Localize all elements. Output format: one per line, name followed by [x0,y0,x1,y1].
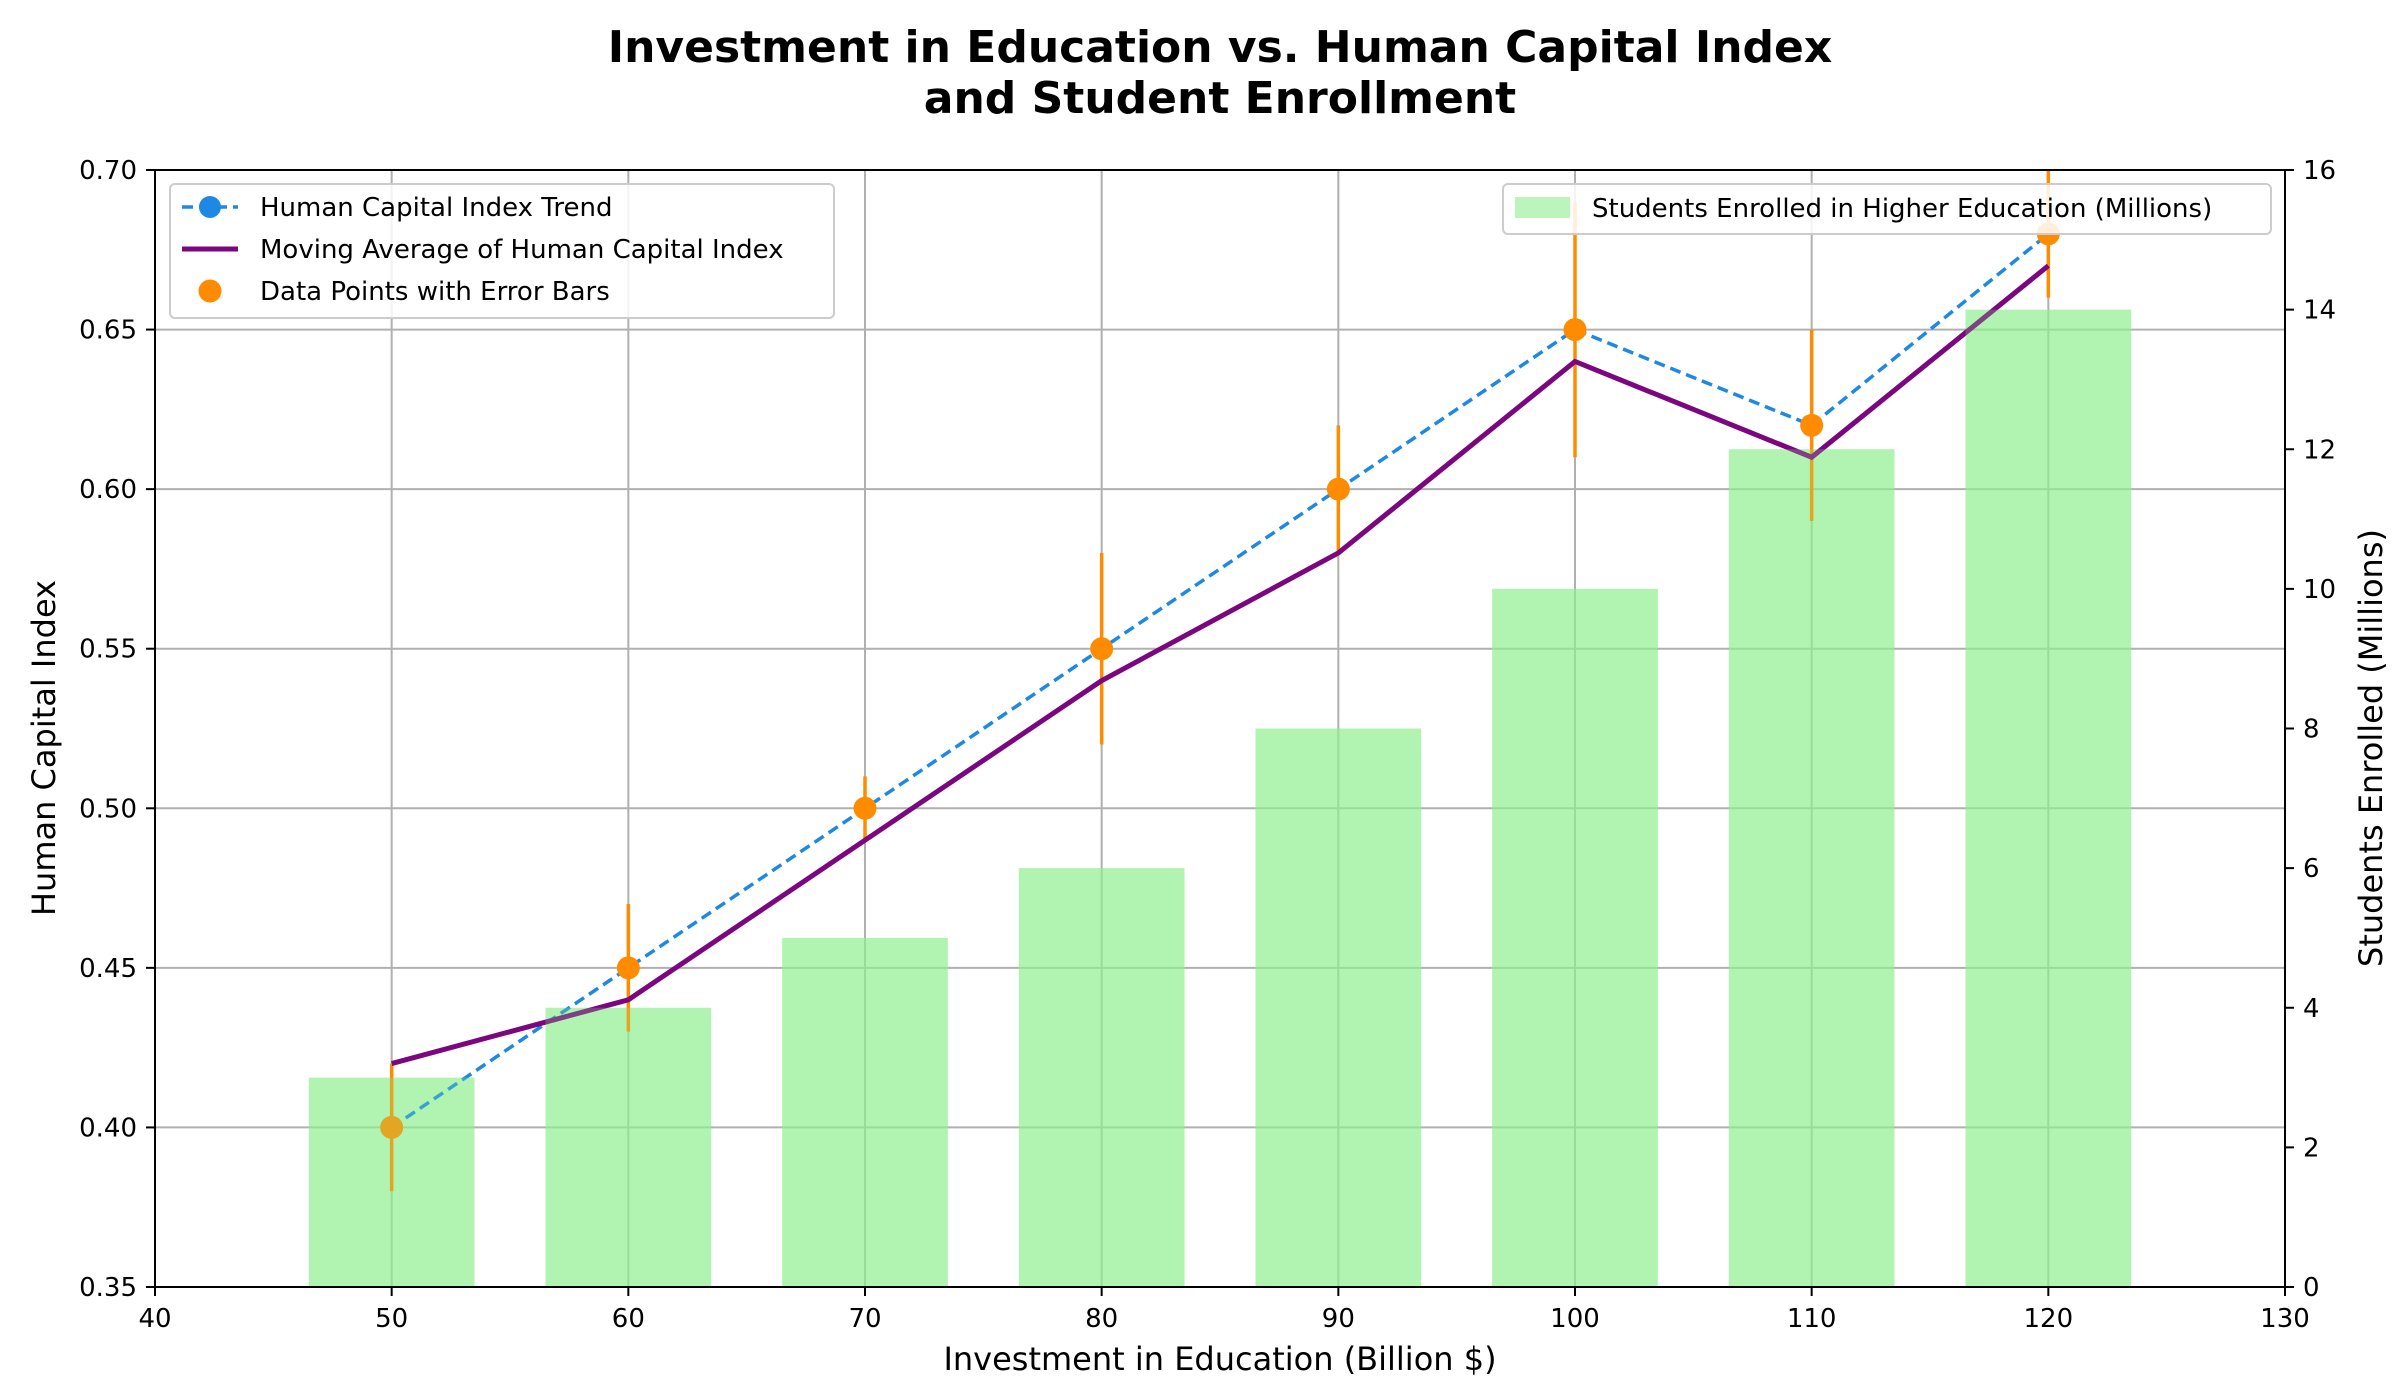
x-tick-label: 110 [1787,1304,1837,1334]
y-left-tick-label: 0.55 [79,635,137,665]
x-axis-label: Investment in Education (Billion $) [943,1340,1496,1378]
data-point [616,956,640,980]
x-tick-label: 100 [1550,1304,1600,1334]
bar-series [308,309,2132,1287]
x-tick-label: 90 [1322,1304,1355,1334]
y-axis-left-label: Human Capital Index [25,580,63,916]
x-tick-label: 80 [1085,1304,1118,1334]
line-series [308,222,2132,1287]
y-left-tick-label: 0.40 [79,1113,137,1143]
legend-errorbar-marker [198,279,222,303]
y-left-tick-label: 0.65 [79,316,137,346]
ticks: 40 50 60 70 80 90 100 110 120 1300.350.400.450.50… [79,156,2336,1334]
data-point [1326,477,1350,501]
bar-overlay [308,1077,475,1287]
bar-overlay [782,937,948,1287]
data-point [1563,318,1587,342]
y-right-tick-label: 16 [2303,156,2336,186]
data-point [853,796,877,820]
legend-right-box [1502,183,2272,235]
legend-left: Human Capital Index Trend Moving Average … [169,183,835,319]
bar [1018,868,1185,1287]
legend-bar-swatch [1515,197,1570,218]
bar [1965,309,2132,1287]
bar [1728,449,1895,1287]
legend-trend-marker [199,196,221,218]
y-axis-right-label: Students Enrolled (Millions) [2352,529,2390,967]
y-right-tick-label: 14 [2303,296,2336,326]
y-right-tick-label: 4 [2303,994,2320,1024]
y-right-tick-label: 12 [2303,435,2336,465]
data-point [1800,413,1824,437]
moving-average-line [391,263,2050,1067]
x-tick-label: 70 [848,1304,881,1334]
legend-bar-label: Students Enrolled in Higher Education (M… [1592,194,2212,224]
chart-title-line1: Investment in Education vs. Human Capita… [608,22,1833,73]
y-right-tick-label: 8 [2303,715,2320,745]
legend-errorbar-label: Data Points with Error Bars [260,277,610,307]
x-tick-label: 50 [375,1304,408,1334]
legend-ma-label: Moving Average of Human Capital Index [260,235,784,265]
y-right-tick-label: 0 [2303,1273,2320,1303]
bar-overlay [1018,868,1185,1287]
bar [545,1007,712,1287]
bar-overlay [1965,309,2132,1287]
bar-overlay [1255,728,1422,1287]
legend-trend-label: Human Capital Index Trend [260,193,612,223]
data-point [380,1115,404,1139]
bar-overlay [545,1007,712,1287]
y-right-tick-label: 2 [2303,1133,2320,1163]
bar-overlay [1728,449,1895,1287]
x-tick-label: 120 [2024,1304,2074,1334]
y-left-tick-label: 0.45 [79,954,137,984]
data-point [1090,637,1114,661]
legend-right: Students Enrolled in Higher Education (M… [1502,183,2272,235]
trend-line [390,232,2050,1129]
bar [1492,588,1658,1287]
y-right-tick-label: 10 [2303,575,2336,605]
x-tick-label: 40 [138,1304,171,1334]
x-tick-label: 130 [2260,1304,2310,1334]
bar [782,937,948,1287]
legend-left-box [169,183,835,319]
y-right-tick-label: 6 [2303,854,2320,884]
chart-title-line2: and Student Enrollment [924,73,1516,124]
y-left-tick-label: 0.35 [79,1273,137,1303]
y-left-tick-label: 0.60 [79,475,137,505]
x-tick-label: 60 [612,1304,645,1334]
bar [1255,728,1422,1287]
bar-overlay [1492,588,1658,1287]
y-left-tick-label: 0.70 [79,156,137,186]
y-left-tick-label: 0.50 [79,794,137,824]
